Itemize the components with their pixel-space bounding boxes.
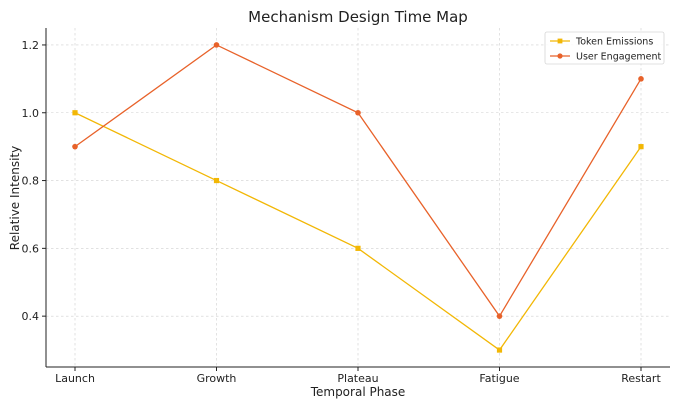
data-point-circle: [355, 109, 361, 116]
x-tick-label: Plateau: [337, 372, 378, 385]
x-tick-label: Restart: [621, 372, 661, 385]
y-tick-label: 0.6: [22, 242, 40, 255]
data-point-circle: [213, 42, 220, 48]
legend: Token Emissions User Engagement: [544, 31, 665, 65]
data-point-square: [72, 110, 78, 116]
data-point-square: [638, 144, 644, 150]
legend-marker-circle: [557, 53, 563, 59]
y-tick-label: 1.0: [22, 107, 40, 120]
y-tick-label: 0.8: [22, 175, 40, 188]
x-tick-label: Launch: [55, 372, 95, 385]
legend-label: Token Emissions: [575, 37, 653, 48]
x-tick-label: Fatigue: [479, 372, 519, 385]
legend-label: User Engagement: [576, 52, 662, 63]
series-user-engagement: [72, 42, 644, 319]
series-token-emissions: [72, 110, 644, 353]
chart-title: Mechanism Design Time Map: [248, 8, 468, 26]
data-point-circle: [638, 76, 644, 82]
data-point-square: [213, 177, 220, 184]
y-tick-label: 1.2: [22, 39, 40, 52]
legend-box: [544, 31, 665, 65]
x-axis-label: Temporal Phase: [310, 385, 406, 399]
data-point-circle: [72, 143, 78, 150]
legend-marker-square: [557, 38, 563, 44]
y-axis-label: Relative Intensity: [8, 146, 22, 250]
data-point-square: [496, 347, 503, 353]
axes: Launch Growth Plateau Fatigue Restart 0.4 0.6 0…: [22, 28, 670, 385]
data-point-circle: [496, 313, 503, 319]
data-point-square: [355, 245, 361, 251]
grid: [46, 28, 670, 367]
y-tick-label: 0.4: [22, 310, 40, 323]
x-tick-label: Growth: [197, 372, 237, 385]
series-group: [72, 42, 644, 353]
